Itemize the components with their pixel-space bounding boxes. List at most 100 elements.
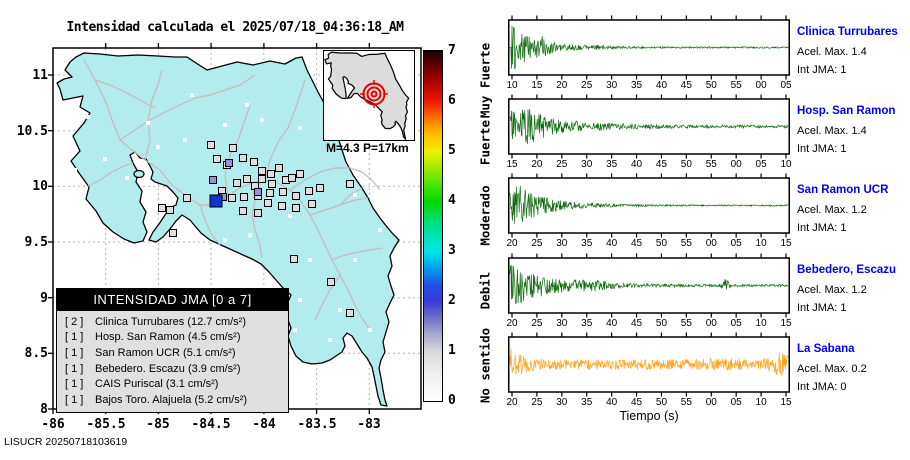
intensity-colorbar xyxy=(423,50,443,402)
time-tick-label: 10 xyxy=(780,159,792,170)
station-marker xyxy=(290,255,298,263)
x-tick-label: -84 xyxy=(252,417,276,432)
station-marker-int1 xyxy=(209,176,217,184)
station-marker xyxy=(279,188,287,196)
station-marker xyxy=(266,189,274,197)
station-marker-int1 xyxy=(225,159,233,167)
time-tick-label: 35 xyxy=(630,80,643,91)
station-jma: Int JMA: 0 xyxy=(797,381,847,393)
time-tick-label: 50 xyxy=(705,80,717,91)
time-tick-label: 10 xyxy=(506,80,518,91)
agency-timestamp: LISUCR 20250718103619 xyxy=(4,436,128,448)
time-tick-label: 35 xyxy=(581,397,593,408)
time-tick-label: 25 xyxy=(581,80,593,91)
x-tick-label: -85 xyxy=(146,417,170,432)
isla-chira xyxy=(133,169,145,179)
legend-title: INTENSIDAD JMA [0 a 7] xyxy=(57,289,288,311)
station-name: Hosp. San Ramon xyxy=(797,105,896,117)
city-marker xyxy=(223,123,227,127)
city-marker xyxy=(328,338,332,342)
station-name: San Ramon UCR xyxy=(797,184,889,196)
time-tick-label: 55 xyxy=(730,80,742,91)
station-marker-int1 xyxy=(254,188,262,196)
time-axis-label: Tiempo (s) xyxy=(619,409,679,423)
station-marker xyxy=(278,202,286,210)
station-marker xyxy=(207,141,215,149)
time-tick-label: 50 xyxy=(655,397,668,408)
time-tick-label: 10 xyxy=(755,397,767,408)
time-tick-label: 00 xyxy=(755,80,767,91)
time-tick-label: 25 xyxy=(531,238,543,249)
time-tick-label: 35 xyxy=(581,238,593,249)
y-tick-label: 11 xyxy=(32,68,48,83)
station-marker xyxy=(240,193,248,201)
city-marker xyxy=(156,145,160,149)
colorbar-tick: 7 xyxy=(448,43,456,58)
city-marker xyxy=(353,193,357,197)
time-tick-label: 00 xyxy=(705,397,717,408)
station-marker xyxy=(258,175,266,183)
station-marker xyxy=(228,194,236,202)
y-tick-label: 10.5 xyxy=(16,124,48,139)
x-tick-label: -83 xyxy=(357,417,381,432)
time-tick-label: 20 xyxy=(506,397,518,408)
time-tick-label: 05 xyxy=(730,397,742,408)
x-tick-label: -85.5 xyxy=(86,417,126,432)
city-marker xyxy=(293,328,297,332)
colorbar-tick: 6 xyxy=(448,93,456,108)
time-tick-label: 25 xyxy=(531,318,543,329)
legend-entry: [ 1 ] Hosp. San Ramon (4.5 cm/s²) xyxy=(65,331,241,344)
time-tick-label: 30 xyxy=(556,397,568,408)
station-marker xyxy=(275,164,283,172)
seismogram-plot: 10 15 20 25 30 35 40 45 50 55 00 05 xyxy=(506,14,792,96)
time-tick-label: 10 xyxy=(755,318,767,329)
time-tick-label: 05 xyxy=(780,80,792,91)
magnitude-depth-caption: M=4.3 P=17km xyxy=(326,141,409,155)
time-tick-label: 50 xyxy=(655,238,668,249)
y-tick-label: 9 xyxy=(40,291,48,306)
time-tick-label: 30 xyxy=(581,159,593,170)
station-marker xyxy=(305,187,313,195)
x-tick-label: -86 xyxy=(41,417,65,432)
time-tick-label: 05 xyxy=(730,318,742,329)
station-marker xyxy=(308,200,316,208)
station-marker xyxy=(183,194,191,202)
time-tick-label: 40 xyxy=(606,318,618,329)
station-marker xyxy=(296,170,304,178)
city-marker xyxy=(183,138,187,142)
station-accel: Acel. Max. 1.4 xyxy=(797,125,867,137)
time-tick-label: 20 xyxy=(556,80,568,91)
city-marker xyxy=(190,93,194,97)
city-marker xyxy=(338,308,342,312)
costa-rica-landmass xyxy=(56,52,400,407)
time-tick-label: 25 xyxy=(556,159,568,170)
station-marker xyxy=(254,209,262,217)
city-marker xyxy=(368,328,372,332)
station-marker xyxy=(327,278,335,286)
time-tick-label: 50 xyxy=(680,159,692,170)
station-jma: Int JMA: 1 xyxy=(797,143,847,155)
colorbar-tick: 3 xyxy=(448,243,456,258)
legend-entry: [ 2 ] Clinica Turrubares (12.7 cm/s²) xyxy=(65,315,246,328)
station-markers xyxy=(73,93,382,342)
station-marker xyxy=(233,179,241,187)
city-marker xyxy=(248,233,252,237)
time-tick-label: 05 xyxy=(730,238,742,249)
time-tick-label: 45 xyxy=(630,318,643,329)
city-marker xyxy=(298,126,302,130)
colorbar-tick: 2 xyxy=(448,293,456,308)
time-tick-label: 40 xyxy=(655,80,668,91)
station-marker xyxy=(292,192,300,200)
station-name: Clinica Turrubares xyxy=(797,26,898,38)
station-jma: Int JMA: 1 xyxy=(797,64,847,76)
city-marker xyxy=(223,238,227,242)
time-tick-label: 15 xyxy=(506,159,518,170)
time-tick-label: 15 xyxy=(531,80,543,91)
time-tick-label: 00 xyxy=(705,238,717,249)
station-accel: Acel. Max. 1.2 xyxy=(797,204,867,216)
station-marker xyxy=(158,204,166,212)
station-marker xyxy=(346,180,354,188)
x-tick-label: -84.5 xyxy=(191,417,231,432)
city-marker xyxy=(125,176,129,180)
